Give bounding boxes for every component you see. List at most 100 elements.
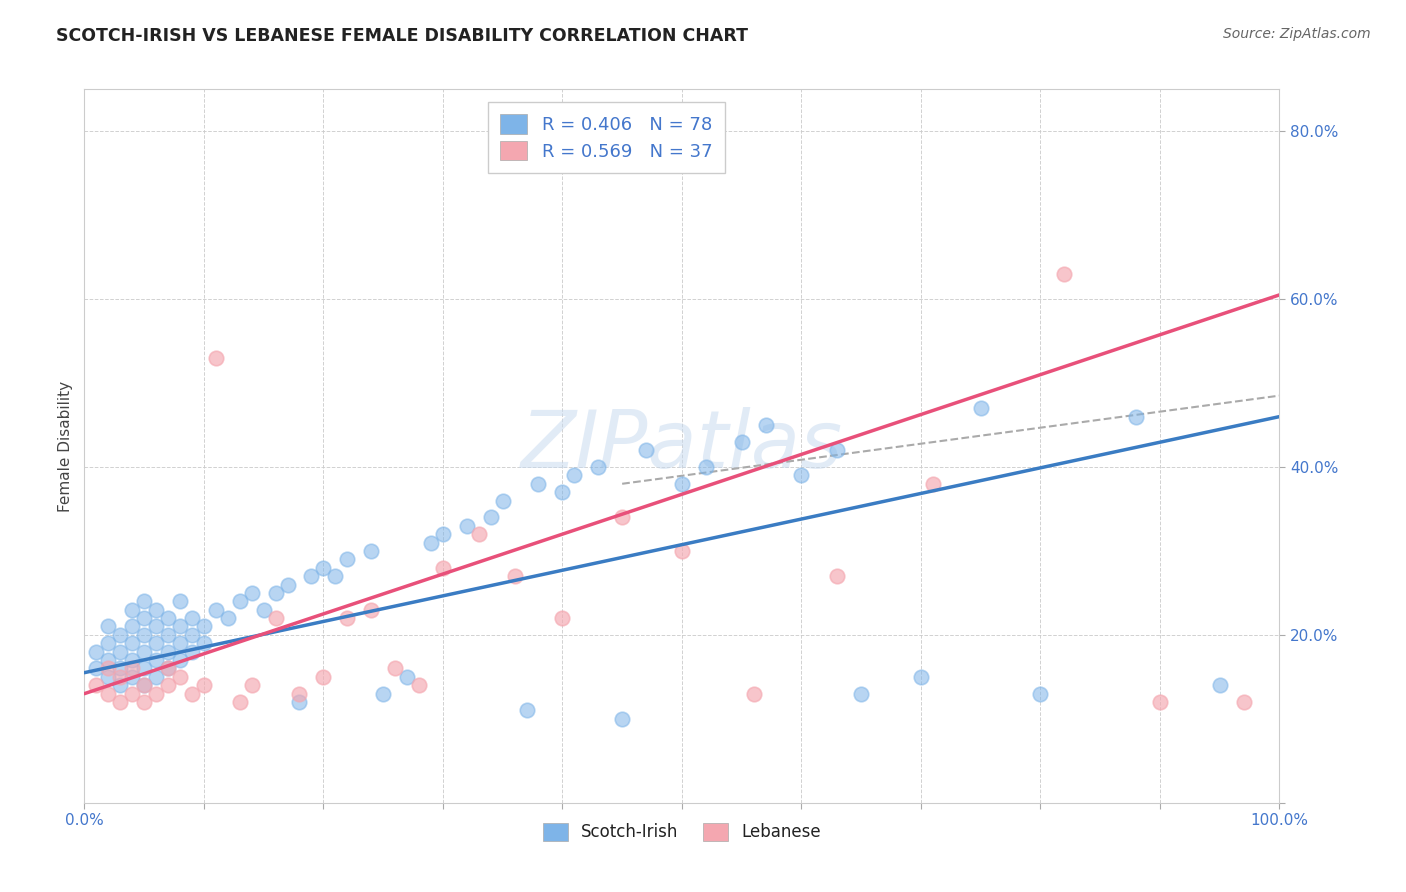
Text: SCOTCH-IRISH VS LEBANESE FEMALE DISABILITY CORRELATION CHART: SCOTCH-IRISH VS LEBANESE FEMALE DISABILI… bbox=[56, 27, 748, 45]
Point bbox=[157, 611, 180, 625]
Point bbox=[503, 569, 526, 583]
Point bbox=[420, 535, 443, 549]
Point bbox=[217, 611, 239, 625]
Point bbox=[132, 645, 156, 659]
Point bbox=[360, 544, 382, 558]
Point bbox=[97, 687, 120, 701]
Point bbox=[325, 569, 347, 583]
Point bbox=[121, 687, 143, 701]
Point bbox=[229, 695, 252, 709]
Text: ZIPatlas: ZIPatlas bbox=[520, 407, 844, 485]
Point bbox=[240, 678, 263, 692]
Point bbox=[121, 636, 143, 650]
Point bbox=[479, 510, 502, 524]
Point bbox=[97, 670, 120, 684]
Point bbox=[264, 586, 287, 600]
Point bbox=[277, 577, 299, 591]
Point bbox=[492, 493, 515, 508]
Point bbox=[97, 661, 120, 675]
Point bbox=[229, 594, 252, 608]
Point bbox=[612, 510, 634, 524]
Point bbox=[169, 636, 191, 650]
Point bbox=[86, 645, 108, 659]
Point bbox=[110, 628, 132, 642]
Point bbox=[922, 476, 945, 491]
Point bbox=[169, 594, 191, 608]
Point bbox=[827, 443, 849, 458]
Point bbox=[121, 603, 143, 617]
Point bbox=[360, 603, 382, 617]
Point bbox=[157, 661, 180, 675]
Point bbox=[145, 653, 167, 667]
Point bbox=[288, 695, 311, 709]
Point bbox=[132, 678, 156, 692]
Point bbox=[181, 687, 204, 701]
Point bbox=[1149, 695, 1171, 709]
Point bbox=[145, 619, 167, 633]
Point bbox=[636, 443, 658, 458]
Point bbox=[181, 628, 204, 642]
Point bbox=[97, 636, 120, 650]
Point bbox=[157, 678, 180, 692]
Point bbox=[205, 351, 228, 365]
Point bbox=[384, 661, 406, 675]
Point bbox=[312, 670, 335, 684]
Point bbox=[121, 670, 143, 684]
Y-axis label: Female Disability: Female Disability bbox=[58, 380, 73, 512]
Text: Source: ZipAtlas.com: Source: ZipAtlas.com bbox=[1223, 27, 1371, 41]
Point bbox=[132, 661, 156, 675]
Point bbox=[1029, 687, 1052, 701]
Point bbox=[1053, 267, 1076, 281]
Point bbox=[157, 628, 180, 642]
Point bbox=[468, 527, 491, 541]
Point bbox=[851, 687, 873, 701]
Point bbox=[264, 611, 287, 625]
Point bbox=[169, 619, 191, 633]
Point bbox=[373, 687, 395, 701]
Point bbox=[121, 661, 143, 675]
Point bbox=[1125, 409, 1147, 424]
Point bbox=[193, 636, 215, 650]
Point bbox=[731, 434, 754, 449]
Point bbox=[695, 460, 717, 475]
Point bbox=[193, 619, 215, 633]
Point bbox=[516, 703, 538, 717]
Point bbox=[312, 560, 335, 574]
Point bbox=[145, 670, 167, 684]
Point bbox=[97, 653, 120, 667]
Point bbox=[110, 661, 132, 675]
Point bbox=[301, 569, 323, 583]
Point bbox=[336, 552, 359, 566]
Point bbox=[240, 586, 263, 600]
Point bbox=[910, 670, 932, 684]
Point bbox=[742, 687, 765, 701]
Point bbox=[132, 611, 156, 625]
Point bbox=[564, 468, 586, 483]
Point bbox=[181, 645, 204, 659]
Point bbox=[110, 670, 132, 684]
Point bbox=[1209, 678, 1232, 692]
Point bbox=[193, 678, 215, 692]
Point bbox=[110, 695, 132, 709]
Point bbox=[408, 678, 430, 692]
Point bbox=[121, 619, 143, 633]
Point bbox=[86, 661, 108, 675]
Point bbox=[253, 603, 276, 617]
Point bbox=[132, 678, 156, 692]
Point bbox=[551, 611, 574, 625]
Point bbox=[755, 417, 778, 432]
Point bbox=[145, 687, 167, 701]
Point bbox=[551, 485, 574, 500]
Point bbox=[527, 476, 550, 491]
Point bbox=[145, 603, 167, 617]
Point bbox=[157, 645, 180, 659]
Point bbox=[432, 560, 454, 574]
Point bbox=[145, 636, 167, 650]
Point bbox=[121, 653, 143, 667]
Point bbox=[132, 594, 156, 608]
Point bbox=[132, 695, 156, 709]
Point bbox=[110, 645, 132, 659]
Point bbox=[1233, 695, 1256, 709]
Point bbox=[97, 619, 120, 633]
Point bbox=[86, 678, 108, 692]
